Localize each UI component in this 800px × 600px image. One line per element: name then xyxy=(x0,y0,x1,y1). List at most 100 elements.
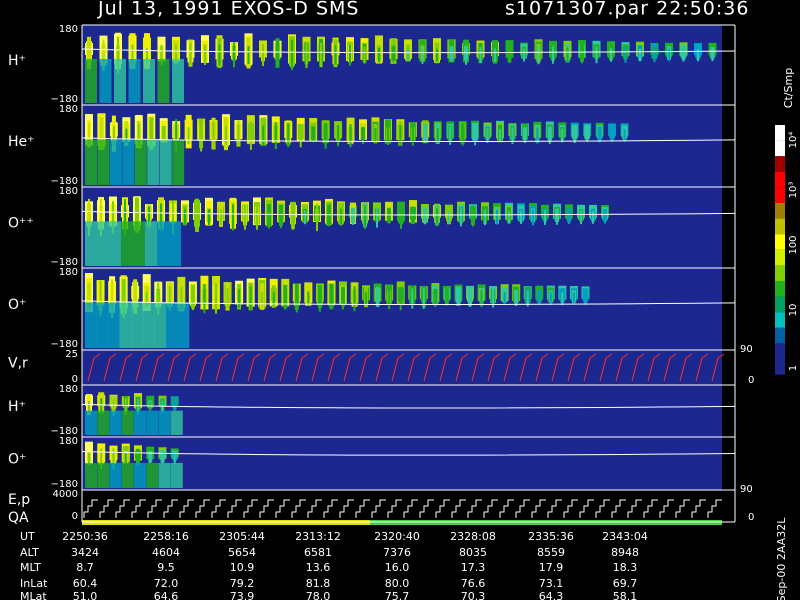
table-cell: 2258:16 xyxy=(143,530,189,543)
spectrum-cell xyxy=(486,128,489,143)
spectrum-cell xyxy=(450,48,453,62)
spectrum-cell xyxy=(515,291,518,307)
spectrum-cell xyxy=(363,46,366,64)
spectrum-cell xyxy=(204,45,206,65)
spectrum-low xyxy=(85,139,97,185)
spectrum-cell xyxy=(276,44,279,66)
spectrum-cell xyxy=(200,119,203,152)
spectrum-low xyxy=(85,302,97,348)
spectrum-cell xyxy=(572,292,575,305)
spectrum-low xyxy=(143,59,155,103)
spectrum-cell xyxy=(407,48,409,62)
spectrum-cell xyxy=(175,45,177,65)
spectrum-cell xyxy=(99,280,102,317)
spectrum-cell xyxy=(499,129,501,143)
table-cell: 64.3 xyxy=(539,590,564,600)
spectrum-cell xyxy=(668,48,670,62)
spectrum-cell xyxy=(280,206,282,229)
panel-bg xyxy=(82,187,735,268)
spectrum-cell xyxy=(461,125,464,146)
table-cell: 2320:40 xyxy=(374,530,420,543)
spectrum-low xyxy=(114,59,126,103)
spectrum-cell xyxy=(436,127,439,144)
table-cell: 70.3 xyxy=(461,590,486,600)
spectrum-low xyxy=(99,59,112,103)
colorbar-cell xyxy=(775,281,785,297)
y-top-label: 180 xyxy=(59,436,78,447)
table-cell: 2335:36 xyxy=(528,530,574,543)
table-cell: 6581 xyxy=(304,546,332,559)
y-bottom-label: −180 xyxy=(51,479,78,490)
spectrum-cell xyxy=(88,401,90,412)
colorbar-cell xyxy=(775,234,785,250)
table-cell: 2313:12 xyxy=(295,530,341,543)
spectrum-cell xyxy=(537,45,540,65)
spectrum-cell xyxy=(220,209,222,225)
table-cell: 73.9 xyxy=(230,590,255,600)
table-cell: 2305:44 xyxy=(219,530,265,543)
spectrum-cell xyxy=(208,209,210,226)
spectrum-low xyxy=(158,410,171,435)
spectrum-cell xyxy=(131,44,134,66)
spectrum-low xyxy=(97,462,110,488)
velocity-trace xyxy=(87,353,725,382)
panel-label: O⁺ xyxy=(8,452,26,468)
trace-line xyxy=(81,300,736,305)
spectrum-cell xyxy=(88,291,90,306)
y2-bottom-label: 0 xyxy=(748,375,754,386)
spectrum-cell xyxy=(124,453,127,465)
spectrum-cell xyxy=(480,289,483,308)
panel-edge xyxy=(722,105,735,187)
spectrum-low xyxy=(172,59,184,103)
spectrum-cell xyxy=(125,128,128,143)
spectrum-low xyxy=(147,139,160,185)
colorbar-cell xyxy=(775,156,785,172)
spectrum-cell xyxy=(449,126,452,145)
spectrum-cell xyxy=(330,288,333,309)
colorbar-cell xyxy=(775,359,785,375)
table-cell: 73.1 xyxy=(539,577,564,590)
table-cell: 69.7 xyxy=(613,577,638,590)
spectrum-cell xyxy=(508,210,510,224)
spectrum-low xyxy=(145,221,157,266)
spectrum-cell xyxy=(287,124,290,148)
panel-label: O⁺⁺ xyxy=(8,216,34,232)
spectrum-cell xyxy=(88,123,90,148)
spectrum-cell xyxy=(196,210,198,225)
spectrum-low xyxy=(96,302,109,348)
spectrum-cell xyxy=(137,124,140,147)
colorbar-label: 10³ xyxy=(788,182,799,199)
spectrum-low xyxy=(109,221,121,266)
table-cell: 8035 xyxy=(459,546,487,559)
table-cell: 17.3 xyxy=(461,561,486,574)
spectrum-cell xyxy=(272,292,275,305)
spectrum-cell xyxy=(305,41,308,69)
spectrum-cell xyxy=(362,127,364,144)
spectrum-low xyxy=(131,302,144,348)
spectrum-cell xyxy=(474,125,477,146)
spectrum-low xyxy=(109,462,122,488)
spectrum-cell xyxy=(386,126,389,146)
colorbar-cell xyxy=(775,296,785,313)
panel-edge xyxy=(722,437,735,490)
spectrum-cell xyxy=(639,48,641,62)
y-bottom-label: −180 xyxy=(51,176,78,187)
spectrum-low xyxy=(177,302,190,348)
table-cell: 13.6 xyxy=(306,561,331,574)
spectrum-cell xyxy=(568,210,570,225)
spectrum-cell xyxy=(247,46,250,64)
row-label: MLat xyxy=(20,590,47,600)
trace-line xyxy=(81,137,736,142)
panel-label: E,p xyxy=(8,492,30,508)
spectrum-cell xyxy=(137,454,139,463)
spectrum-cell xyxy=(561,128,564,143)
spectrum-cell xyxy=(342,287,344,310)
panel-edge xyxy=(722,187,735,268)
spectrum-cell xyxy=(149,402,152,412)
colorbar-title: Ct/Smp xyxy=(782,68,795,108)
row-label: InLat xyxy=(20,577,48,590)
y-top-label: 4000 xyxy=(53,489,78,500)
spectrum-cell xyxy=(328,208,330,227)
spectrum-low xyxy=(134,410,146,435)
trace-line xyxy=(81,210,736,216)
